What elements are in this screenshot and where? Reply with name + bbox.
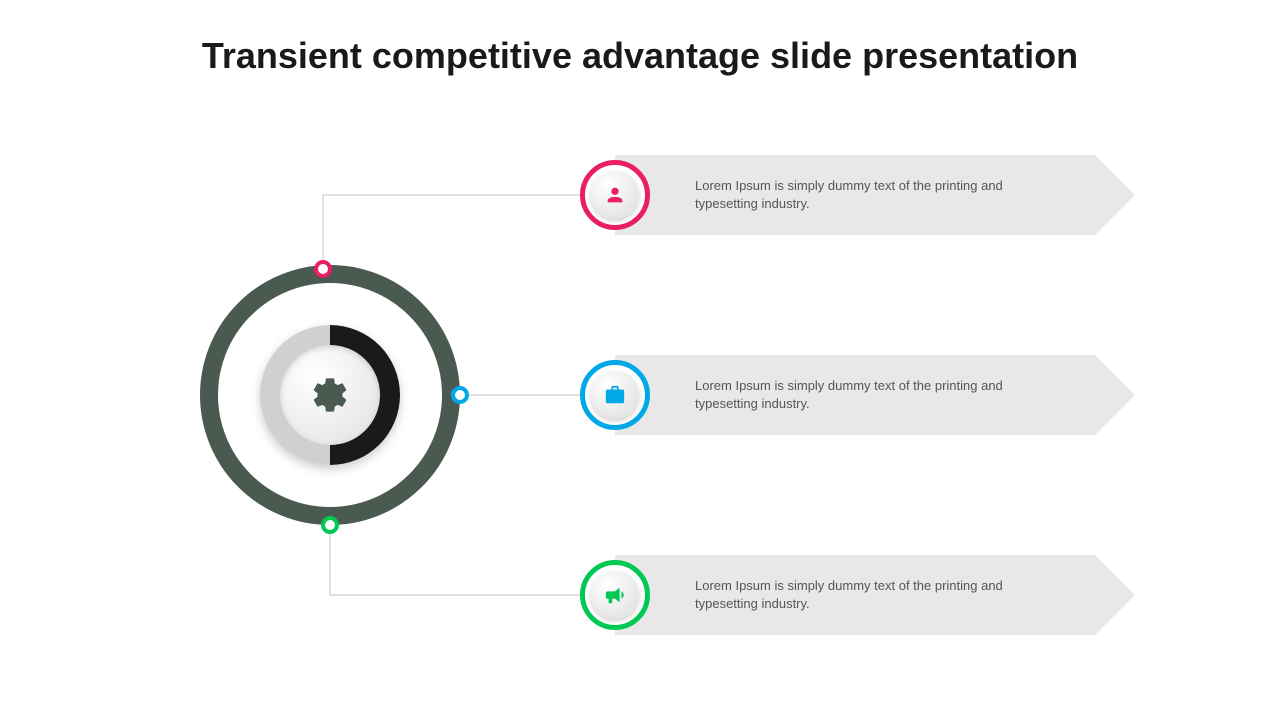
node-dot — [321, 516, 339, 534]
item-bar: Lorem Ipsum is simply dummy text of the … — [615, 555, 1095, 635]
item-icon-ring — [580, 160, 650, 230]
briefcase-icon — [604, 384, 626, 406]
central-hub — [200, 265, 460, 525]
item-text: Lorem Ipsum is simply dummy text of the … — [695, 377, 1055, 413]
hub-center — [280, 345, 380, 445]
item-icon-bg — [591, 371, 639, 419]
item-icon-ring — [580, 360, 650, 430]
megaphone-icon — [604, 584, 626, 606]
item-bar: Lorem Ipsum is simply dummy text of the … — [615, 355, 1095, 435]
person-icon — [604, 184, 626, 206]
item-icon-ring — [580, 560, 650, 630]
item-icon-bg — [591, 571, 639, 619]
node-dot — [314, 260, 332, 278]
node-dot — [451, 386, 469, 404]
item-bar: Lorem Ipsum is simply dummy text of the … — [615, 155, 1095, 235]
gear-icon — [310, 375, 350, 415]
item-icon-bg — [591, 171, 639, 219]
item-text: Lorem Ipsum is simply dummy text of the … — [695, 177, 1055, 213]
item-text: Lorem Ipsum is simply dummy text of the … — [695, 577, 1055, 613]
